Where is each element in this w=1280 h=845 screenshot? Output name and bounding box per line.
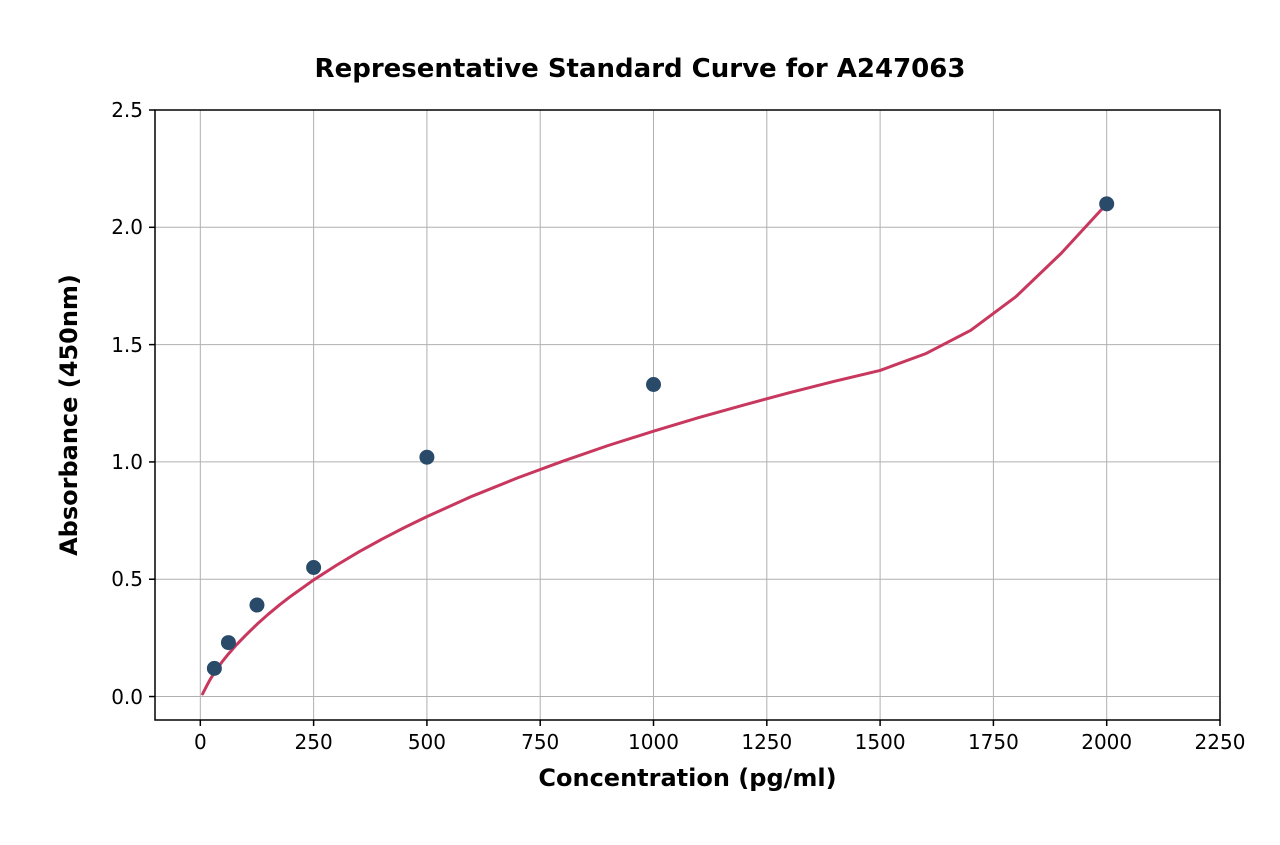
y-tick-label: 0.0 <box>111 685 143 709</box>
x-tick-label: 2000 <box>1067 730 1147 754</box>
x-tick-label: 0 <box>160 730 240 754</box>
y-tick-label: 1.5 <box>111 333 143 357</box>
figure: Representative Standard Curve for A24706… <box>0 0 1280 845</box>
data-point <box>207 661 221 675</box>
x-axis-label: Concentration (pg/ml) <box>155 764 1220 792</box>
x-tick-label: 1750 <box>953 730 1033 754</box>
x-tick-label: 1000 <box>614 730 694 754</box>
y-tick-label: 1.0 <box>111 450 143 474</box>
data-point <box>647 378 661 392</box>
y-tick-label: 0.5 <box>111 567 143 591</box>
y-tick-label: 2.5 <box>111 98 143 122</box>
y-tick-label: 2.0 <box>111 215 143 239</box>
data-point <box>420 450 434 464</box>
x-tick-label: 750 <box>500 730 580 754</box>
data-point <box>221 636 235 650</box>
y-axis-label: Absorbance (450nm) <box>55 265 83 565</box>
data-point <box>307 561 321 575</box>
x-tick-label: 500 <box>387 730 467 754</box>
x-tick-label: 250 <box>274 730 354 754</box>
x-tick-label: 2250 <box>1180 730 1260 754</box>
chart-plot-area <box>0 0 1280 845</box>
data-point <box>1100 197 1114 211</box>
x-tick-label: 1250 <box>727 730 807 754</box>
x-tick-label: 1500 <box>840 730 920 754</box>
data-point <box>250 598 264 612</box>
